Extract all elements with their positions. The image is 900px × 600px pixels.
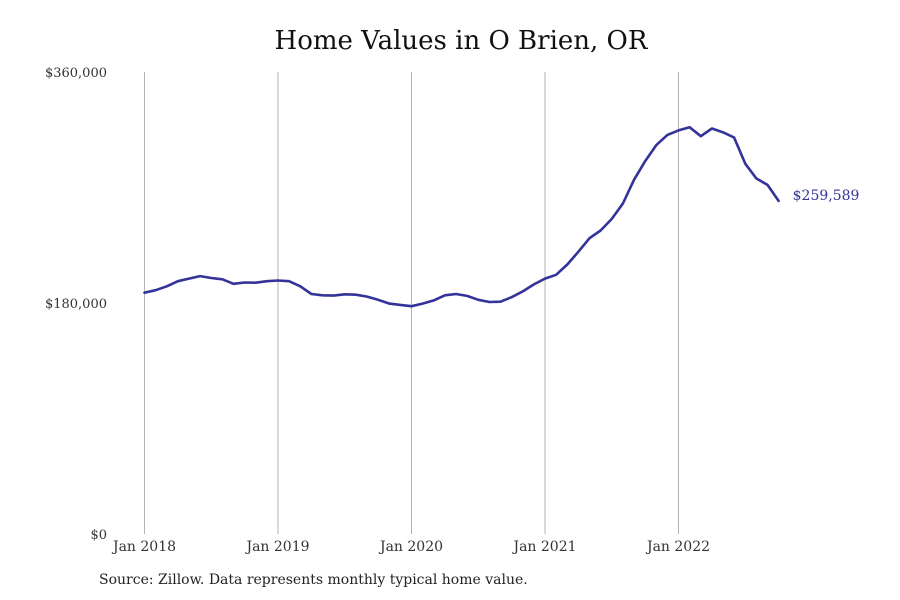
y-tick-label: $180,000 [45,297,107,312]
x-tick-label: Jan 2018 [111,539,176,555]
x-axis: Jan 2018 Jan 2019 Jan 2020 Jan 2021 Jan 2022 [111,539,710,555]
gridlines [144,72,679,534]
series-layer: $259,589 [143,125,860,308]
chart-title: Home Values in O Brien, OR [274,26,648,56]
y-tick-label: $0 [90,528,107,543]
y-axis: $0 $180,000 $360,000 [45,66,107,543]
x-tick-label: Jan 2022 [645,539,710,555]
x-tick-label: Jan 2019 [244,539,309,555]
y-tick-label: $360,000 [45,66,107,81]
x-tick-label: Jan 2021 [511,539,576,555]
end-value-label: $259,589 [793,188,860,204]
x-tick-label: Jan 2020 [378,539,443,555]
series-line [143,125,780,308]
source-note: Source: Zillow. Data represents monthly … [99,572,528,588]
